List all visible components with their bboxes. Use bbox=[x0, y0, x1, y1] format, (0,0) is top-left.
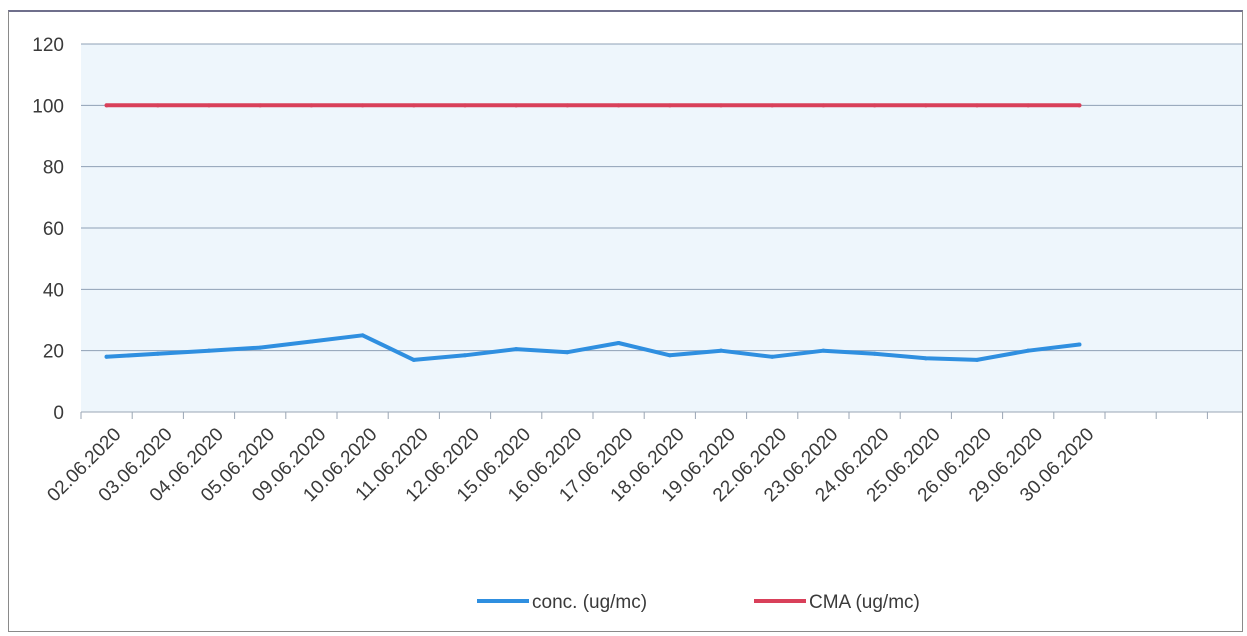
data-point bbox=[1077, 342, 1082, 347]
data-point bbox=[821, 103, 826, 108]
y-tick-label: 20 bbox=[43, 342, 64, 363]
data-point bbox=[1077, 103, 1082, 108]
x-axis bbox=[80, 411, 1242, 419]
y-tick-label: 60 bbox=[43, 219, 64, 240]
data-point bbox=[463, 103, 467, 108]
data-point bbox=[514, 103, 519, 108]
series-line-0 bbox=[104, 333, 1082, 362]
data-point bbox=[309, 339, 314, 344]
legend-label: CMA (ug/mc) bbox=[809, 592, 920, 613]
data-point bbox=[104, 103, 109, 108]
data-point bbox=[770, 103, 775, 108]
y-axis-ticks: 0 20 40 60 80 100 120 bbox=[32, 35, 64, 424]
line-chart: 0 20 40 60 80 100 120 02.06.202003.06.202004.0… bbox=[32, 35, 1242, 613]
data-point bbox=[872, 351, 877, 356]
x-axis-ticks: 02.06.202003.06.202004.06.202005.06.2020… bbox=[43, 424, 1098, 506]
data-point bbox=[975, 103, 979, 108]
data-point bbox=[514, 347, 519, 352]
y-tick-label: 0 bbox=[53, 403, 64, 424]
data-point bbox=[1026, 103, 1031, 108]
chart-frame: 0 20 40 60 80 100 120 02.06.2020 03.06.2020 04.0… bbox=[8, 10, 1243, 632]
data-point bbox=[667, 353, 672, 358]
data-point bbox=[104, 354, 109, 359]
data-point bbox=[207, 103, 211, 108]
y-tick-label: 100 bbox=[32, 96, 64, 117]
y-tick-label: 80 bbox=[43, 158, 64, 179]
data-point bbox=[923, 103, 928, 108]
data-point bbox=[667, 103, 672, 108]
data-point bbox=[258, 345, 263, 350]
data-point bbox=[872, 103, 877, 108]
data-point bbox=[411, 103, 416, 108]
series-lines bbox=[104, 103, 1082, 362]
data-point bbox=[207, 348, 211, 353]
data-point bbox=[719, 348, 723, 353]
data-point bbox=[565, 350, 570, 355]
data-point bbox=[155, 351, 160, 356]
data-point bbox=[616, 341, 621, 345]
data-point bbox=[821, 348, 826, 353]
data-point bbox=[975, 357, 979, 362]
legend-label: conc. (ug/mc) bbox=[532, 592, 647, 613]
data-point bbox=[770, 354, 775, 359]
y-tick-label: 120 bbox=[32, 35, 64, 56]
data-point bbox=[565, 103, 570, 108]
data-point bbox=[360, 333, 365, 338]
data-point bbox=[155, 103, 160, 108]
data-point bbox=[309, 103, 314, 108]
data-point bbox=[616, 103, 621, 108]
data-point bbox=[411, 357, 416, 362]
data-point bbox=[360, 103, 365, 108]
legend: conc. (ug/mc) CMA (ug/mc) bbox=[477, 592, 920, 613]
data-point bbox=[258, 103, 263, 108]
y-tick-label: 40 bbox=[43, 280, 64, 301]
data-point bbox=[719, 103, 723, 108]
data-point bbox=[1026, 348, 1031, 353]
data-point bbox=[923, 356, 928, 361]
data-point bbox=[463, 353, 467, 358]
